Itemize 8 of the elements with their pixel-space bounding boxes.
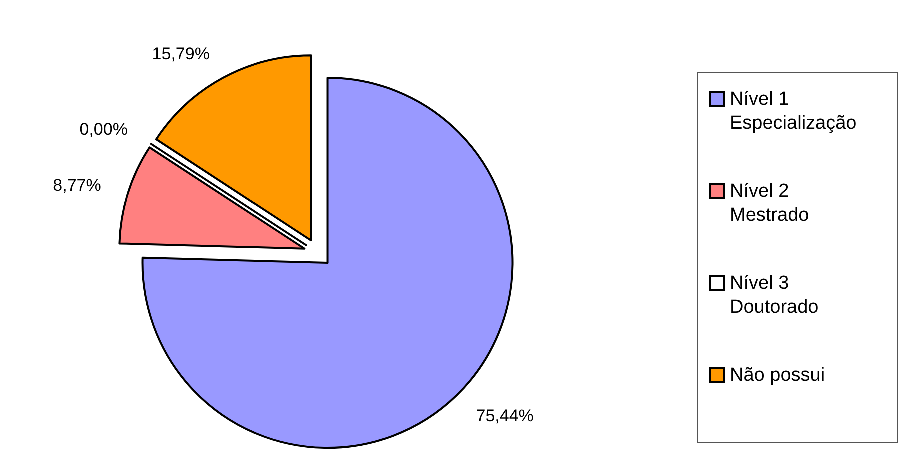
legend-label: Nível 1 Especialização xyxy=(730,89,857,134)
legend-label: Nível 2 Mestrado xyxy=(730,181,810,226)
data-label: 8,77% xyxy=(53,176,102,196)
text: 0,00% xyxy=(80,120,128,139)
legend-label: Não possui xyxy=(730,365,826,386)
data-label: 15,79% xyxy=(152,44,210,64)
data-label: 75,44% xyxy=(476,406,534,426)
legend-label: Nível 3 Doutorado xyxy=(730,273,819,318)
